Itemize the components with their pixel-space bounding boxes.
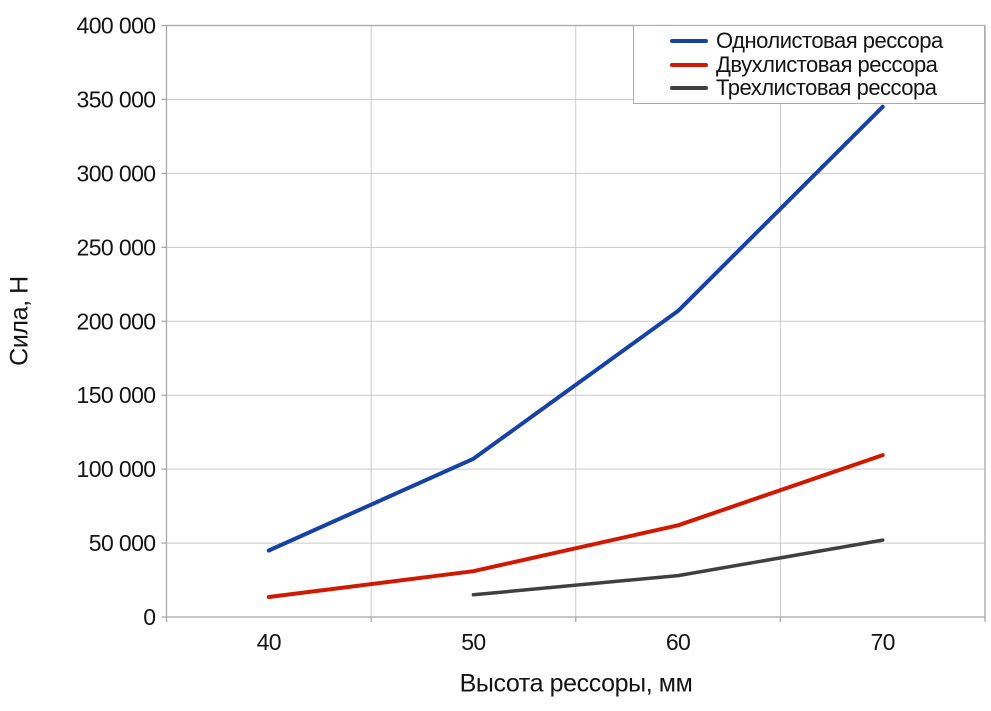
- legend-line-swatch: [670, 38, 708, 43]
- x-tick-label: 40: [257, 629, 281, 655]
- y-tick-label: 50 000: [89, 530, 156, 556]
- legend-item-3: Трехлистовая рессора: [670, 76, 978, 100]
- legend-label: Трехлистовая рессора: [716, 75, 937, 101]
- y-tick-label: 300 000: [77, 160, 156, 186]
- series-line-1: [266, 104, 885, 553]
- legend-line-swatch: [670, 86, 708, 91]
- y-tick-label: 150 000: [77, 382, 156, 408]
- legend-item-2: Двухлистовая рессора: [670, 53, 978, 77]
- y-tick-label: 100 000: [77, 456, 156, 482]
- series-line-3: [471, 538, 885, 597]
- legend-line-swatch: [670, 62, 708, 67]
- legend: Однолистовая рессора Двухлистовая рессора…: [633, 25, 985, 104]
- legend-label: Двухлистовая рессора: [716, 51, 938, 77]
- x-tick-label: 60: [666, 629, 690, 655]
- y-tick-label: 250 000: [77, 234, 156, 260]
- x-tick-label: 50: [461, 629, 485, 655]
- x-axis-title: Высота рессоры, мм: [459, 669, 693, 698]
- x-tick-label: 70: [870, 629, 894, 655]
- series-line-2: [266, 453, 885, 599]
- y-tick-label: 200 000: [77, 308, 156, 334]
- legend-label: Однолистовая рессора: [716, 27, 943, 53]
- y-tick-label: 0: [143, 604, 155, 630]
- legend-item-1: Однолистовая рессора: [670, 29, 978, 53]
- y-tick-label: 350 000: [77, 86, 156, 112]
- y-axis-title: Сила, Н: [5, 276, 34, 366]
- y-tick-label: 400 000: [77, 13, 156, 39]
